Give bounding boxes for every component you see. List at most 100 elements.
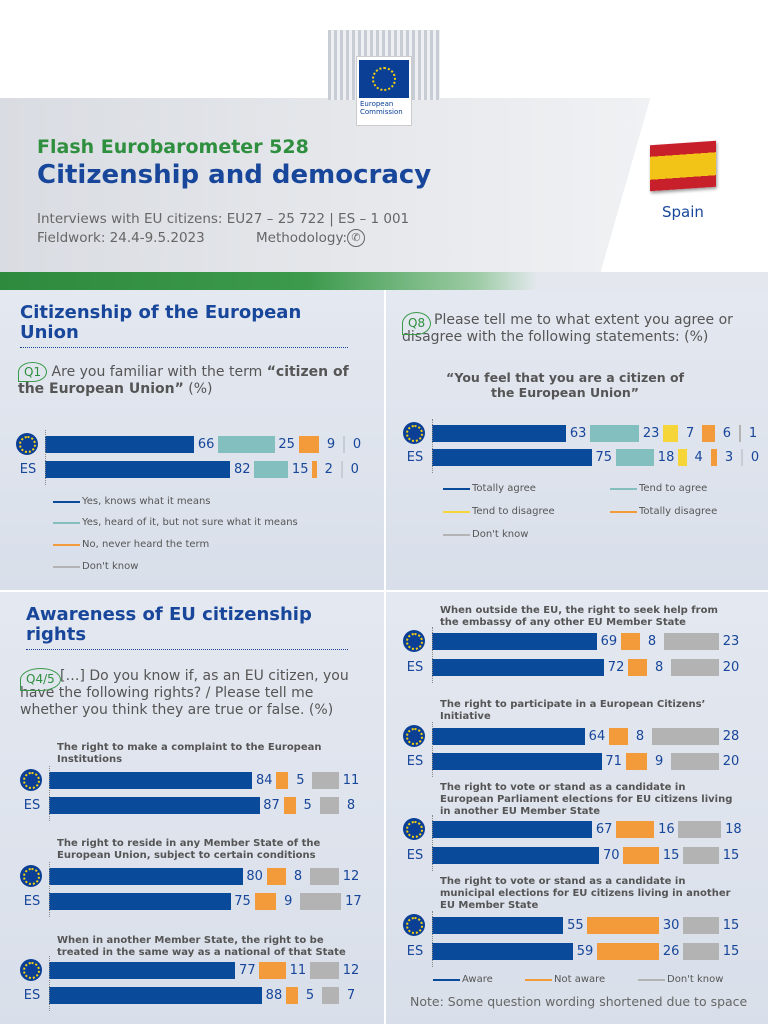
value-label: 28 [722,729,740,744]
row-label: ES [19,462,37,477]
bar-segment [49,962,236,979]
bar-segment [432,753,602,770]
row-label: ES [406,660,424,675]
chart-row: ES 75 9 17 [24,893,365,910]
footnote: Note: Some question wording shortened du… [410,994,748,1009]
chart-row: ES 72 8 20 [407,659,743,676]
q8-text: Please tell me to what extent you agree … [402,312,733,345]
value-label: 82 [234,462,251,477]
value-label: 15 [722,848,740,863]
legend-swatch [610,487,637,490]
value-label: 5 [296,773,305,788]
value-label: 11 [342,773,360,788]
value-label: 15 [662,848,680,863]
methodology-label: Methodology: [256,230,348,246]
value-label: 18 [657,450,675,465]
value-label: 5 [305,988,315,1003]
legend-item: Totally agree [443,483,536,494]
chart-row: 66 25 9 0 [16,433,369,455]
value-label: 75 [234,894,251,909]
bar-segment [683,917,719,934]
baseline-axis [45,430,46,485]
value-label: 16 [658,822,675,837]
bar-segment [597,943,660,960]
chart-row: ES 75 18 4 3 0 [407,449,767,466]
bar-segment [683,847,719,864]
bar-segment [312,772,339,789]
value-label: 69 [600,634,618,649]
legend-item: Don't know [53,561,138,572]
chart-row: 84 5 11 [20,769,363,791]
bar-segment [671,659,719,676]
eu-flag-icon [20,959,42,981]
logo-text: European Commission [360,100,403,116]
bar-segment [45,461,231,478]
spain-flag-icon [650,140,716,192]
value-label: 20 [722,660,740,675]
legend-item: Don't know [443,529,528,540]
q45-text: […] Do you know if, as an EU citizen, yo… [20,668,349,718]
legend-item: Not aware [525,974,605,985]
right-item-title: The right to make a complaint to the Eur… [57,742,322,765]
bar-segment [587,917,660,934]
bar-segment [49,797,260,814]
bar-segment [309,868,339,885]
eu-flag-icon [403,422,425,444]
country-name: Spain [662,203,704,221]
legend-item: Totally disagree [610,506,717,517]
legend-label: Totally disagree [639,506,718,517]
right-item-title: The right to vote or stand as a candidat… [440,782,733,817]
bar-segment [312,461,317,478]
interviews-info: Interviews with EU citizens: EU27 – 25 7… [37,211,410,227]
q45-question: Q4/5 […] Do you know if, as an EU citize… [20,668,350,719]
bar-segment [590,425,640,442]
value-label: 15 [722,944,740,959]
q1-text: Are you familiar with the term [51,364,267,380]
bar-segment [49,772,253,789]
q1-badge: Q1 [18,362,48,382]
legend-swatch [53,565,80,568]
value-label: 8 [635,729,645,744]
right-item-title: The right to participate in a European C… [440,699,706,722]
legend-swatch [443,533,470,536]
legend-item: Tend to agree [610,483,707,494]
value-label: 8 [647,634,657,649]
value-label: 30 [662,918,680,933]
row-label: ES [23,988,41,1003]
value-label: 8 [346,798,356,813]
chart-row: ES 71 9 20 [407,753,743,770]
chart-row: ES 82 15 2 0 [20,461,367,478]
bar-segment [652,728,719,745]
fieldwork-info: Fieldwork: 24.4-9.5.2023 [37,230,205,246]
eu-flag-icon [20,769,42,791]
bar-segment [663,425,679,442]
legend-label: Tend to agree [639,483,708,494]
value-label: 5 [303,798,312,813]
value-label: 7 [685,426,695,441]
legend-label: No, never heard the term [82,539,210,550]
value-label: 4 [694,450,703,465]
bar-segment [432,917,564,934]
value-label: 20 [722,754,740,769]
eu-flag-icon [403,630,425,652]
bar-segment [340,461,343,478]
value-label: 71 [605,754,622,769]
right-item-title: When in another Member State, the right … [57,935,346,958]
legend-label: Don't know [82,561,139,572]
value-label: 64 [588,729,606,744]
row-label: ES [23,798,41,813]
legend-swatch [610,510,637,513]
bar-segment [432,847,600,864]
bar-segment [678,449,687,466]
baseline-axis [49,862,50,917]
bar-segment [49,893,231,910]
bar-segment [432,449,592,466]
baseline-axis [432,911,433,967]
bar-segment [628,659,648,676]
bar-segment [276,772,289,789]
bar-segment [623,847,660,864]
legend-swatch [443,487,470,490]
bar-segment [432,425,567,442]
row-label: ES [23,894,41,909]
section-title-citizenship: Citizenship of the European Union [20,303,348,348]
